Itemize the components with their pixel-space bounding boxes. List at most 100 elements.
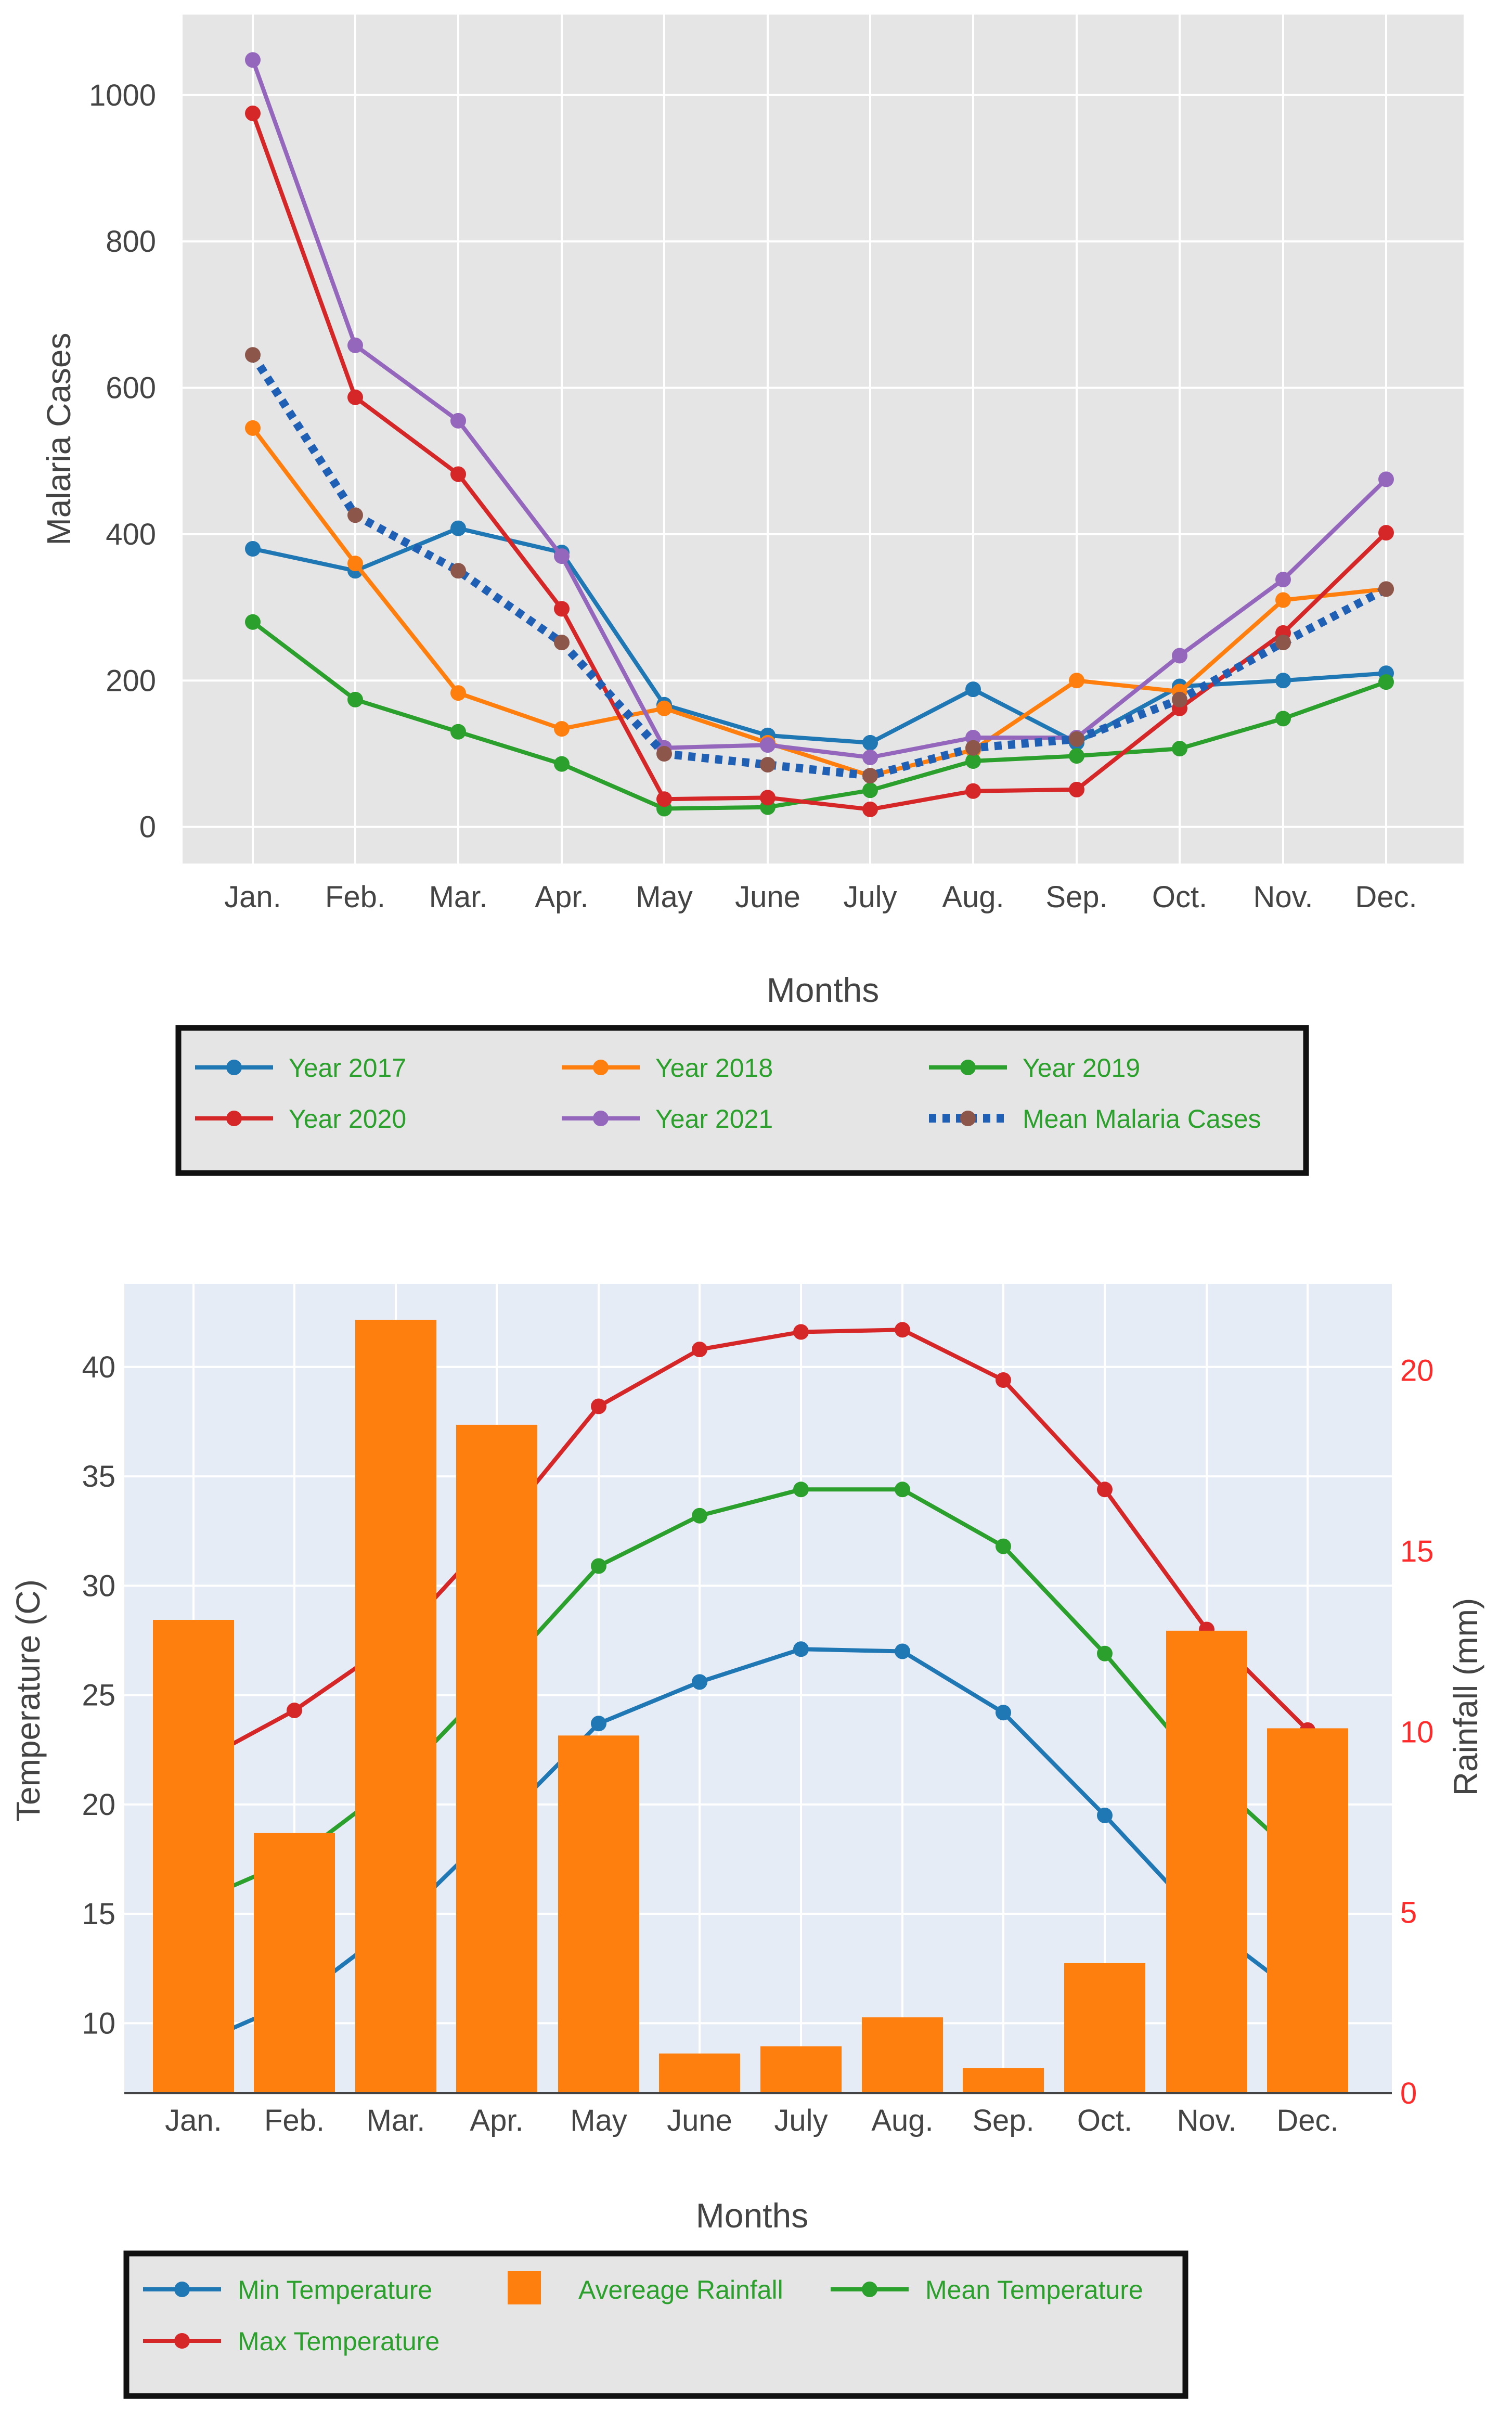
malaria-data-point [450, 466, 466, 482]
rainfall-bar [963, 2068, 1044, 2093]
climate-x-tick-label: June [667, 2104, 732, 2137]
rainfall-bar [456, 1424, 537, 2093]
malaria-data-point [1172, 648, 1187, 664]
malaria-data-point [450, 520, 466, 536]
malaria-series-line [249, 352, 1388, 780]
malaria-legend-label: Mean Malaria Cases [1023, 1104, 1261, 1133]
climate-legend-label: Min Temperature [238, 2275, 432, 2304]
climate-legend-label: Max Temperature [238, 2327, 440, 2356]
malaria-data-point [1172, 691, 1187, 707]
climate-x-tick-label: Sep. [972, 2104, 1034, 2137]
climate-x-tick-label: Dec. [1276, 2104, 1338, 2137]
malaria-data-point [760, 757, 776, 773]
temperature-y-tick-label: 40 [82, 1350, 115, 1384]
temperature-y-tick-label: 25 [82, 1679, 115, 1712]
malaria-x-tick-label: Feb. [325, 880, 385, 914]
malaria-data-point [1378, 471, 1394, 487]
rainfall-bar [153, 1620, 234, 2093]
temperature-data-point [895, 1643, 910, 1659]
temperature-data-point [793, 1324, 809, 1340]
malaria-data-point [1275, 673, 1291, 689]
malaria-y-tick-label: 600 [106, 371, 156, 405]
malaria-legend-swatch-marker [593, 1060, 609, 1075]
temperature-data-point [1097, 1807, 1113, 1823]
malaria-data-point [1275, 592, 1291, 608]
climate-x-tick-label: Nov. [1177, 2104, 1237, 2137]
malaria-legend-entries: Year 2017 Year 2018 Year 2019 Year 2020 Year… [195, 1053, 1261, 1133]
malaria-data-point [862, 801, 878, 817]
malaria-data-point [760, 790, 776, 806]
malaria-data-point [554, 721, 570, 737]
malaria-data-point [1275, 711, 1291, 727]
rainfall-bar [862, 2017, 943, 2093]
malaria-y-tick-label: 1000 [89, 79, 156, 112]
malaria-series-line [252, 526, 1387, 745]
malaria-legend-swatch-marker [960, 1060, 976, 1075]
malaria-x-axis-label: Months [767, 971, 879, 1009]
rainfall-y-tick-label: 0 [1400, 2077, 1417, 2110]
climate-legend-swatch-marker [174, 2333, 190, 2349]
climate-x-tick-label: Jan. [165, 2104, 222, 2137]
climate-legend-label: Mean Temperature [925, 2275, 1143, 2304]
malaria-x-tick-label: Sep. [1045, 880, 1107, 914]
malaria-data-point [554, 548, 570, 564]
malaria-chart: 0 200 400 600 800 1000 Jan. Feb. Mar. Apr. May Jun… [40, 15, 1464, 1176]
malaria-data-point [245, 347, 261, 363]
malaria-data-point [554, 601, 570, 617]
malaria-series-line [251, 112, 1388, 811]
malaria-data-point [1378, 674, 1394, 690]
malaria-data-point [347, 556, 363, 572]
malaria-y-ticks: 0 200 400 600 800 1000 [89, 79, 156, 844]
climate-x-tick-label: Aug. [871, 2104, 933, 2137]
malaria-data-point [1069, 673, 1084, 689]
climate-x-tick-label: July [774, 2104, 828, 2137]
malaria-x-tick-label: May [636, 880, 693, 914]
malaria-data-point [347, 507, 363, 523]
malaria-x-tick-label: Oct. [1152, 880, 1207, 914]
malaria-data-point [245, 52, 261, 68]
temperature-data-point [692, 1342, 707, 1358]
temperature-data-point [793, 1641, 809, 1657]
malaria-legend-label: Year 2017 [289, 1053, 406, 1083]
climate-legend-swatch-marker [174, 2282, 190, 2297]
malaria-data-point [450, 413, 466, 429]
malaria-legend-label: Year 2021 [655, 1104, 773, 1133]
climate-x-tick-label: Feb. [264, 2104, 325, 2137]
malaria-data-point [760, 737, 776, 753]
malaria-legend-swatch-marker [226, 1060, 242, 1075]
malaria-legend-label: Year 2019 [1023, 1053, 1140, 1083]
temperature-data-point [591, 1398, 606, 1414]
malaria-x-tick-label: Jan. [224, 880, 281, 914]
rainfall-y-tick-label: 15 [1400, 1535, 1434, 1568]
malaria-series-line [251, 427, 1387, 778]
malaria-data-point [862, 750, 878, 765]
malaria-data-point [965, 783, 981, 799]
climate-legend-swatch-marker [862, 2282, 877, 2297]
climate-legend-label: Avereage Rainfall [578, 2275, 783, 2304]
malaria-plot-area [183, 15, 1464, 864]
malaria-data-point [862, 735, 878, 751]
climate-x-tick-label: Apr. [470, 2104, 523, 2137]
rainfall-y-ticks: 0 5 10 15 20 [1400, 1354, 1434, 2110]
malaria-x-tick-label: Apr. [535, 880, 588, 914]
malaria-data-point [965, 753, 981, 769]
malaria-legend-swatch-marker [960, 1111, 976, 1126]
malaria-data-point [554, 635, 570, 651]
climate-x-tick-label: Mar. [367, 2104, 425, 2137]
malaria-x-tick-label: Mar. [429, 880, 488, 914]
temperature-y-tick-label: 20 [82, 1788, 115, 1822]
temperature-data-point [591, 1558, 606, 1574]
rainfall-y-tick-label: 20 [1400, 1354, 1434, 1388]
temperature-y-ticks: 10 15 20 25 30 35 40 [82, 1350, 115, 2041]
temperature-data-point [1097, 1645, 1113, 1661]
rainfall-bar [558, 1735, 639, 2093]
malaria-data-point [862, 782, 878, 798]
malaria-legend-label: Year 2018 [655, 1053, 773, 1083]
malaria-x-ticks: Jan. Feb. Mar. Apr. May June July Aug. Sep. Oct. N… [224, 880, 1417, 914]
temperature-y-tick-label: 30 [82, 1569, 115, 1603]
rainfall-bars [153, 1320, 1348, 2093]
temperature-data-point [895, 1322, 910, 1338]
malaria-data-point [1378, 581, 1394, 597]
climate-x-axis-label: Months [696, 2196, 808, 2235]
